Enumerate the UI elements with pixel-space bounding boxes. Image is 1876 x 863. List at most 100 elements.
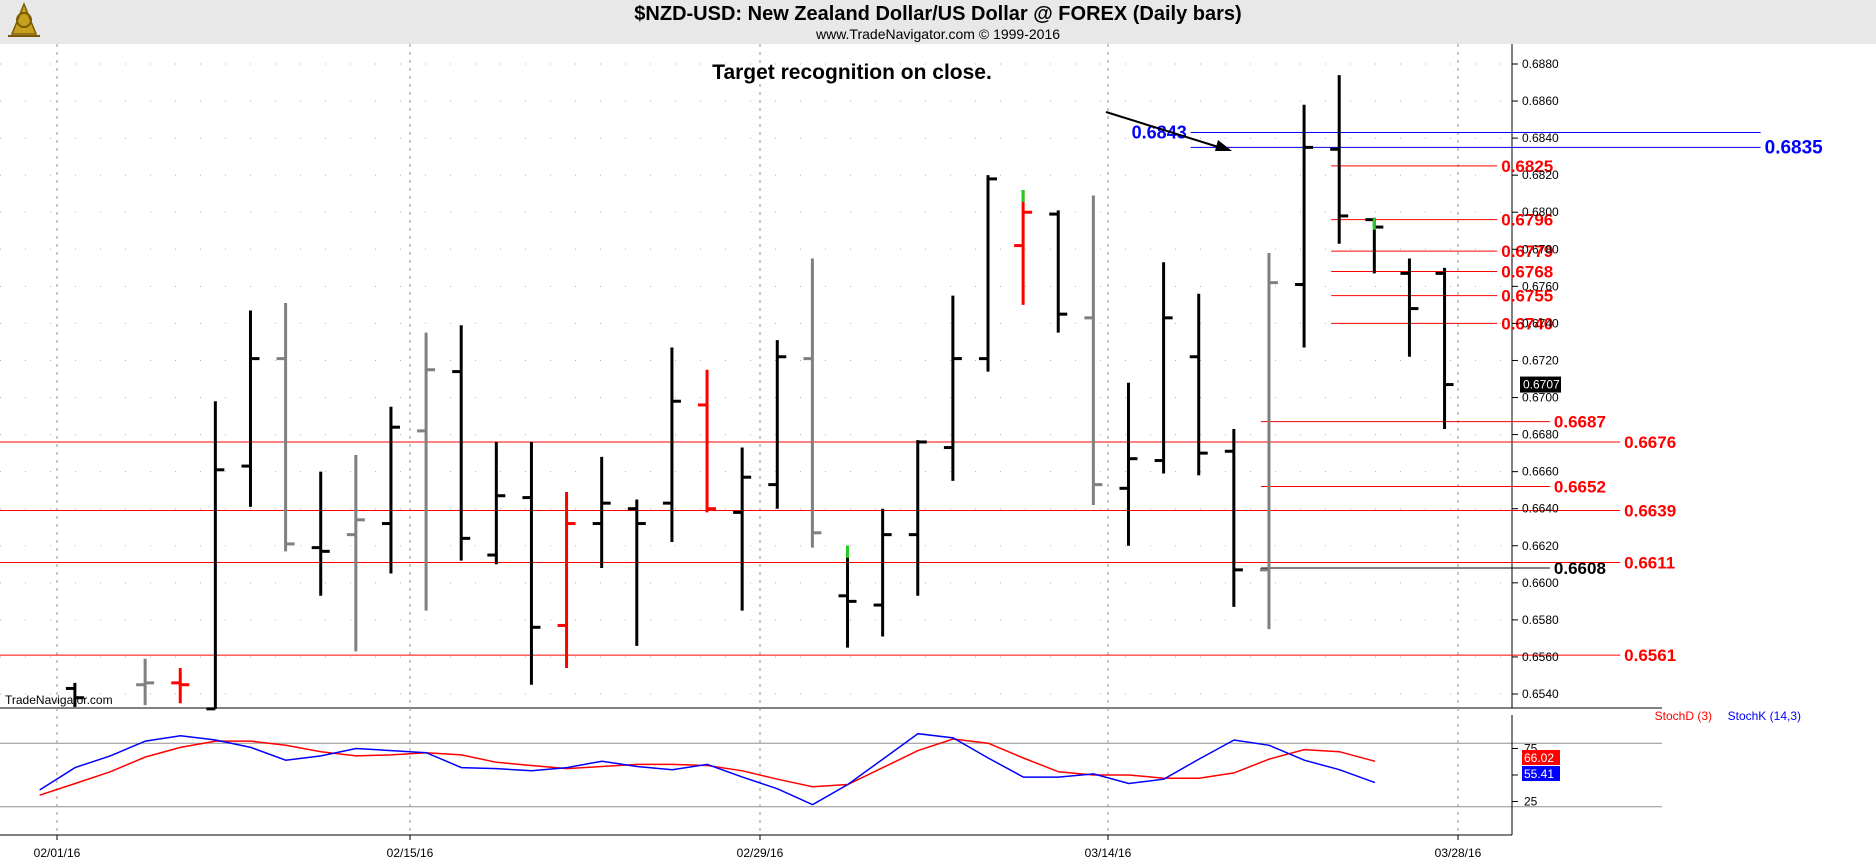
- level-label: 0.6687: [1554, 413, 1606, 432]
- stochk-point: [74, 766, 76, 769]
- y-tick-label: 0.6720: [1522, 353, 1559, 367]
- stochk-point: [285, 759, 287, 761]
- stochd-legend: StochD (3): [1655, 709, 1712, 723]
- y-tick-label: 0.6800: [1522, 205, 1559, 219]
- stochd-point: [531, 764, 533, 767]
- level-label: 0.6843: [1132, 123, 1187, 143]
- stochd-point: [1128, 774, 1130, 776]
- ohlc-bar: [979, 175, 997, 372]
- y-tick-label: 0.6780: [1522, 242, 1559, 256]
- stochd-point: [144, 756, 146, 758]
- ohlc-bar: [557, 492, 576, 669]
- ohlc-bar: [522, 442, 541, 685]
- stochk-point: [1338, 769, 1341, 771]
- ohlc-bar: [943, 295, 962, 481]
- stochk-point: [1233, 739, 1235, 741]
- stochk-point: [1373, 781, 1376, 784]
- ohlc-bar: [1189, 293, 1208, 476]
- y-tick-label: 0.6700: [1522, 391, 1559, 405]
- stochd-point: [285, 744, 287, 746]
- stochk-point: [320, 755, 322, 757]
- stochk-line: [39, 732, 1375, 806]
- stochk-point: [1128, 782, 1130, 785]
- stochd-point: [812, 786, 814, 788]
- stochk-point: [1057, 776, 1060, 778]
- level-label: 0.6639: [1624, 502, 1676, 521]
- ohlc-bar: [873, 508, 892, 637]
- ohlc-bar: [1295, 104, 1314, 348]
- level-label: 0.6676: [1624, 433, 1676, 452]
- level-label: 0.6779: [1501, 242, 1553, 261]
- stochd-point: [636, 763, 638, 766]
- ohlc-bar: [452, 325, 471, 561]
- ohlc-bar: [1049, 210, 1068, 333]
- stochk-point: [882, 758, 884, 760]
- last-price-label: 0.6707: [1523, 378, 1560, 392]
- stochd-point: [495, 761, 498, 763]
- ohlc-bar: [65, 682, 84, 707]
- chart-subtitle: www.TradeNavigator.com © 1999-2016: [815, 26, 1061, 42]
- ohlc-bar: [768, 340, 787, 509]
- stochd-point: [917, 750, 919, 752]
- y-tick-label: 0.6580: [1522, 613, 1559, 627]
- last-price-box: [1520, 376, 1561, 393]
- stochd-point: [460, 754, 463, 756]
- ohlc-bar: [136, 658, 155, 706]
- stochk-point: [460, 766, 463, 769]
- x-tick-label: 02/15/16: [387, 846, 434, 860]
- stochk-point: [917, 733, 919, 735]
- y-tick-label: 0.6760: [1522, 279, 1559, 293]
- stochk-point: [1163, 778, 1165, 780]
- x-tick-label: 03/14/16: [1085, 846, 1132, 860]
- y-tick-label: 0.6820: [1522, 168, 1559, 182]
- stochd-point: [355, 755, 357, 757]
- stochk-point: [1303, 759, 1305, 761]
- stochk-point: [355, 747, 357, 750]
- ohlc-bar: [241, 310, 260, 507]
- stochk-point: [987, 757, 989, 759]
- level-label: 0.6652: [1554, 477, 1606, 496]
- stochk-point: [636, 765, 638, 768]
- stochd-point: [320, 751, 322, 753]
- annotation-arrow: [1105, 111, 1232, 151]
- ohlc-bar: [662, 347, 681, 543]
- ohlc-bar: [1224, 429, 1243, 607]
- stochd-point: [1233, 772, 1235, 774]
- stochk-point: [109, 755, 111, 757]
- stochk-point: [144, 740, 146, 742]
- stochd-point: [39, 794, 41, 796]
- y-tick-label: 0.6600: [1522, 576, 1559, 590]
- ohlc-bar: [1119, 382, 1138, 546]
- ohlc-bar: [1014, 190, 1033, 305]
- y-tick-label: 0.6840: [1522, 131, 1559, 145]
- y-tick-label: 0.6620: [1522, 539, 1559, 553]
- stochd-point: [390, 754, 392, 756]
- y-tick-label: 0.6540: [1522, 687, 1559, 701]
- y-tick-label: 0.6860: [1522, 94, 1559, 108]
- stochk-point: [531, 770, 533, 772]
- level-label: 0.6796: [1501, 211, 1553, 230]
- stochd-point: [671, 763, 673, 766]
- level-label: 0.6561: [1624, 646, 1676, 665]
- stochk-point: [250, 746, 252, 749]
- level-label: 0.6611: [1624, 553, 1675, 572]
- level-label: 0.6755: [1501, 287, 1553, 306]
- ohlc-bar: [698, 369, 717, 513]
- sextant-logo-icon: [8, 1, 40, 37]
- stochk-point: [847, 783, 849, 786]
- stochd-point: [1057, 771, 1060, 773]
- stochd-point: [1338, 751, 1341, 753]
- ohlc-bar: [381, 406, 400, 574]
- ohlc-bar: [311, 471, 330, 596]
- ohlc-bar: [1084, 195, 1103, 505]
- stochd-point: [1022, 757, 1024, 759]
- stochd-point: [179, 746, 182, 749]
- stochk-point: [1198, 758, 1200, 760]
- stochk-point: [425, 752, 427, 754]
- y-tick-label: 0.6660: [1522, 465, 1559, 479]
- stochd-point: [1198, 777, 1200, 779]
- stochk-point: [1093, 773, 1095, 775]
- ohlc-bar: [1365, 217, 1384, 274]
- ohlc-bar: [803, 258, 822, 548]
